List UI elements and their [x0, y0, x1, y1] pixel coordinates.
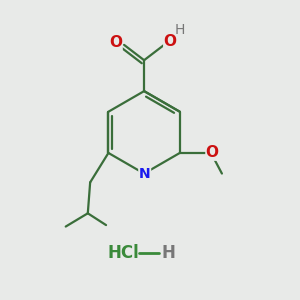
Text: H: H [174, 23, 184, 37]
Text: O: O [164, 34, 176, 49]
Text: O: O [206, 146, 219, 160]
Text: H: H [161, 244, 175, 262]
Text: N: N [139, 167, 151, 181]
Text: HCl: HCl [108, 244, 140, 262]
Text: O: O [109, 35, 122, 50]
